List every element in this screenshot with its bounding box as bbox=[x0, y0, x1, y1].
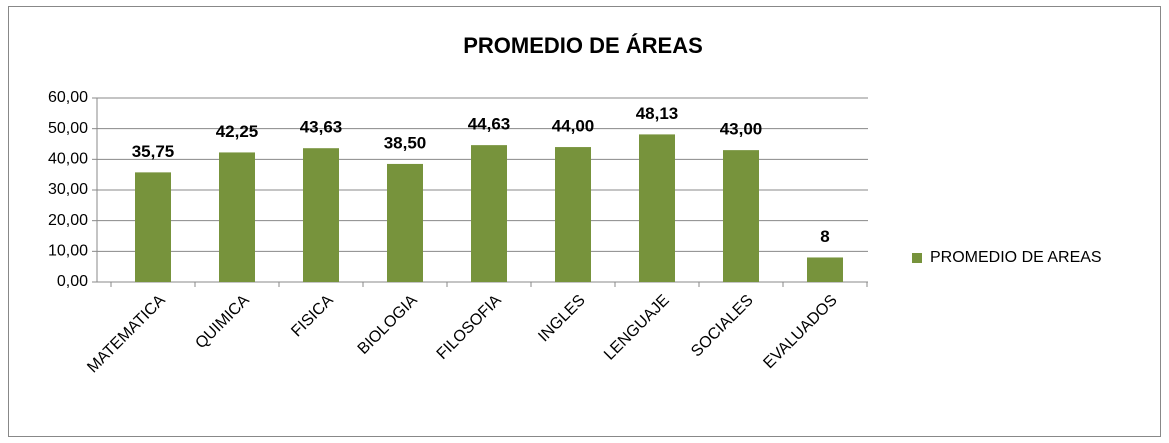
bar bbox=[303, 148, 339, 282]
bar bbox=[135, 172, 171, 282]
chart-title: PROMEDIO DE ÁREAS bbox=[463, 33, 703, 58]
bar bbox=[723, 150, 759, 282]
bar bbox=[639, 134, 675, 282]
value-label: 43,63 bbox=[300, 118, 343, 137]
y-tick-label: 30,00 bbox=[48, 181, 88, 198]
y-tick-label: 10,00 bbox=[48, 243, 88, 260]
bar bbox=[807, 257, 843, 282]
value-label: 42,25 bbox=[216, 122, 259, 141]
value-label: 44,00 bbox=[552, 117, 595, 136]
legend-label: PROMEDIO DE AREAS bbox=[930, 249, 1102, 266]
y-tick-label: 50,00 bbox=[48, 120, 88, 137]
value-label: 44,63 bbox=[468, 115, 511, 134]
bar bbox=[555, 147, 591, 282]
value-label: 8 bbox=[820, 227, 829, 246]
bar bbox=[387, 163, 423, 282]
value-label: 43,00 bbox=[720, 120, 763, 139]
y-tick-label: 0,00 bbox=[57, 273, 88, 290]
legend-swatch bbox=[912, 253, 922, 263]
bar bbox=[219, 152, 255, 282]
y-tick-label: 60,00 bbox=[48, 89, 88, 106]
bar bbox=[471, 145, 507, 282]
value-label: 35,75 bbox=[132, 142, 175, 161]
y-tick-label: 40,00 bbox=[48, 151, 88, 168]
value-label: 48,13 bbox=[636, 104, 679, 123]
value-label: 38,50 bbox=[384, 133, 427, 152]
y-tick-label: 20,00 bbox=[48, 212, 88, 229]
